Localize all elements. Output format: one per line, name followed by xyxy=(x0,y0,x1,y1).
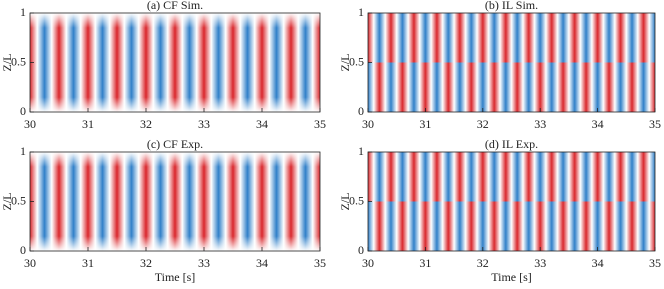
x-tick-label: 33 xyxy=(534,117,546,131)
y-tick-label: 0.5 xyxy=(11,193,26,207)
y-tick-label: 0 xyxy=(358,104,364,118)
x-tick-label: 35 xyxy=(649,256,661,270)
y-axis-label: Z/L xyxy=(338,54,352,72)
x-tick-label: 31 xyxy=(82,117,94,131)
x-tick-label: 34 xyxy=(592,117,604,131)
heatmap-field xyxy=(368,152,655,251)
y-tick-label: 1 xyxy=(358,5,364,19)
x-tick-label: 33 xyxy=(198,256,210,270)
x-tick-label: 33 xyxy=(534,256,546,270)
heatmap-fade xyxy=(30,152,320,251)
x-tick-label: 30 xyxy=(24,256,36,270)
panel-title: (d) IL Exp. xyxy=(485,137,538,151)
x-tick-label: 31 xyxy=(419,117,431,131)
x-tick-label: 35 xyxy=(314,117,326,131)
y-tick-label: 0.5 xyxy=(11,54,26,68)
y-tick-label: 0.5 xyxy=(349,54,364,68)
x-axis-label: Time [s] xyxy=(155,270,196,284)
panel-title: (b) IL Sim. xyxy=(485,0,538,12)
panel-title: (c) CF Exp. xyxy=(147,137,203,151)
x-tick-label: 33 xyxy=(198,117,210,131)
heatmap-fade xyxy=(30,13,320,112)
x-tick-label: 32 xyxy=(140,117,152,131)
y-tick-label: 0 xyxy=(20,104,26,118)
panel-title: (a) CF Sim. xyxy=(147,0,203,12)
heatmap-field xyxy=(368,13,655,112)
x-tick-label: 35 xyxy=(649,117,661,131)
y-tick-label: 0 xyxy=(358,243,364,257)
x-tick-label: 32 xyxy=(477,256,489,270)
y-axis-label: Z/L xyxy=(0,193,14,211)
x-tick-label: 30 xyxy=(362,117,374,131)
y-axis-label: Z/L xyxy=(0,54,14,72)
y-tick-label: 0 xyxy=(20,243,26,257)
x-tick-label: 35 xyxy=(314,256,326,270)
x-axis-label: Time [s] xyxy=(491,270,532,284)
x-tick-label: 32 xyxy=(477,117,489,131)
x-tick-label: 30 xyxy=(362,256,374,270)
y-tick-label: 1 xyxy=(20,144,26,158)
x-tick-label: 31 xyxy=(419,256,431,270)
x-tick-label: 34 xyxy=(256,117,268,131)
y-tick-label: 1 xyxy=(358,144,364,158)
x-tick-label: 30 xyxy=(24,117,36,131)
x-tick-label: 34 xyxy=(256,256,268,270)
y-tick-label: 1 xyxy=(20,5,26,19)
y-tick-label: 0.5 xyxy=(349,193,364,207)
x-tick-label: 31 xyxy=(82,256,94,270)
x-tick-label: 32 xyxy=(140,256,152,270)
y-axis-label: Z/L xyxy=(338,193,352,211)
x-tick-label: 34 xyxy=(592,256,604,270)
